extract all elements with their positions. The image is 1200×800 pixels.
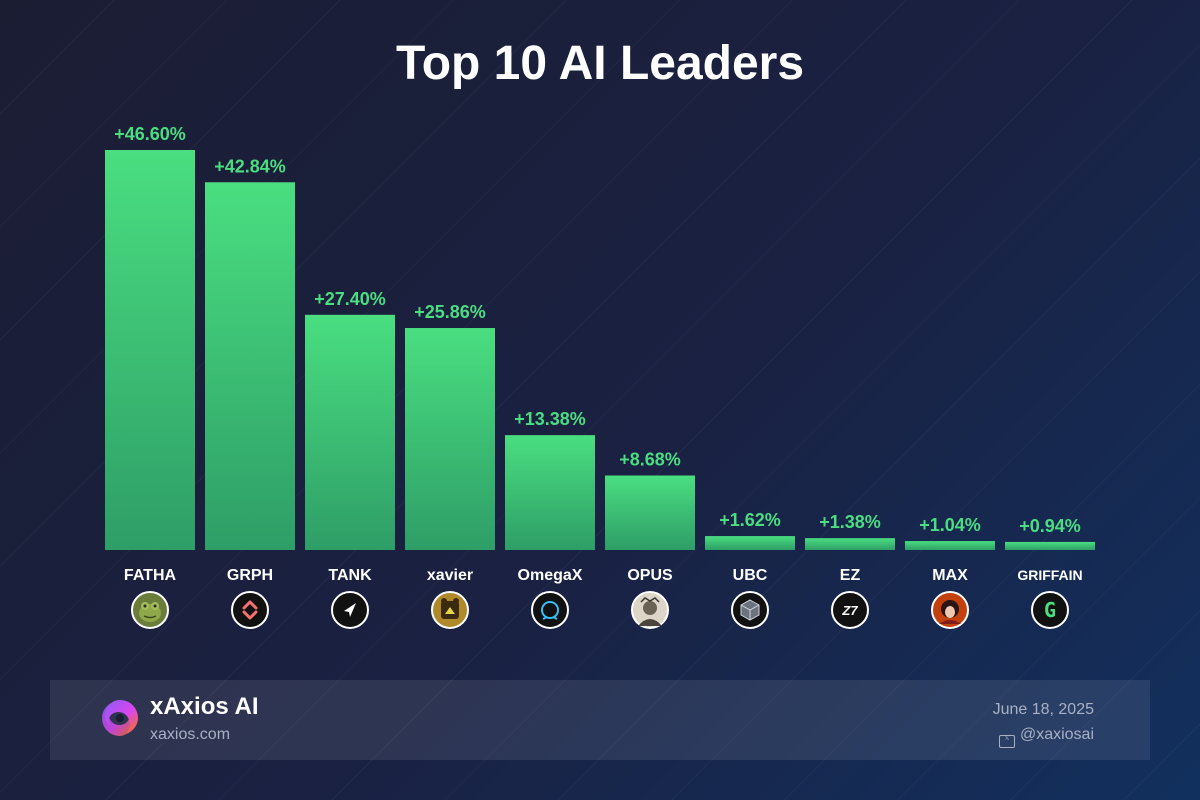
category-label-ez: EZ [840, 567, 861, 584]
value-label-grph: +42.84% [214, 156, 286, 176]
category-label-tank: TANK [328, 567, 372, 584]
chart-title: Top 10 AI Leaders [395, 37, 805, 90]
value-label-ez: +1.38% [819, 512, 881, 532]
omegax-ring-icon [531, 591, 569, 629]
xaxios-logo-icon [102, 700, 138, 736]
value-label-fatha: +46.60% [114, 124, 186, 144]
bar-max [905, 541, 995, 550]
value-label-opus: +8.68% [619, 449, 681, 469]
social-handle[interactable]: 𝕏 @xaxiosai [998, 726, 1094, 748]
xavier-bear-icon [431, 591, 469, 629]
value-labels-group: +46.60% +42.84% +27.40% +25.86% +13.38% +8.68… [114, 124, 1081, 536]
frog-avatar-icon [131, 591, 169, 629]
footer-bar: xAxios AI xaxios.com June 18, 2025 𝕏 @xax… [50, 680, 1150, 760]
ez-logo-glyph: Z7 [841, 603, 858, 618]
bar-grph [205, 182, 295, 551]
griffain-g-icon: G [1031, 591, 1069, 629]
value-label-max: +1.04% [919, 515, 981, 535]
tank-arrow-icon [331, 591, 369, 629]
category-label-opus: OPUS [627, 567, 673, 584]
bar-omegax [505, 435, 595, 550]
category-label-griffain: GRIFFAIN [1017, 567, 1082, 583]
report-date: June 18, 2025 [992, 701, 1094, 718]
bars-group [105, 150, 1095, 551]
bar-fatha [105, 150, 195, 550]
bar-opus [605, 475, 695, 550]
x-icon: 𝕏 [998, 735, 1015, 748]
ez-logo-icon: Z7 [831, 591, 869, 629]
value-label-omegax: +13.38% [514, 409, 586, 429]
value-label-ubc: +1.62% [719, 510, 781, 530]
bar-griffain [1005, 541, 1095, 550]
ubc-cube-icon [731, 591, 769, 629]
category-label-max: MAX [932, 567, 968, 584]
bar-ubc [705, 536, 795, 550]
category-label-fatha: FATHA [124, 567, 177, 584]
category-label-omegax: OmegaX [518, 567, 583, 584]
value-label-xavier: +25.86% [414, 302, 486, 322]
token-icons-group: Z7 G [131, 591, 1069, 629]
bar-chart: +46.60% +42.84% +27.40% +25.86% +13.38% +8.68… [105, 124, 1095, 629]
brand-url-link[interactable]: xaxios.com [150, 726, 231, 743]
value-label-tank: +27.40% [314, 289, 386, 309]
bar-tank [305, 314, 395, 550]
category-labels-group: FATHA GRPH TANK xavier OmegaX OPUS UBC EZ MAX GRI… [124, 567, 1083, 584]
brand-name: xAxios AI [150, 693, 259, 720]
griffain-g-glyph: G [1044, 598, 1056, 622]
max-anime-avatar-icon [931, 591, 969, 629]
value-label-griffain: +0.94% [1019, 516, 1081, 536]
category-label-xavier: xavier [427, 567, 473, 584]
opus-portrait-icon [631, 591, 669, 629]
bar-ez [805, 538, 895, 550]
grph-logo-icon [231, 591, 269, 629]
category-label-ubc: UBC [733, 567, 768, 584]
bar-xavier [405, 328, 495, 550]
social-handle-text: @xaxiosai [1019, 726, 1094, 743]
category-label-grph: GRPH [227, 567, 273, 584]
